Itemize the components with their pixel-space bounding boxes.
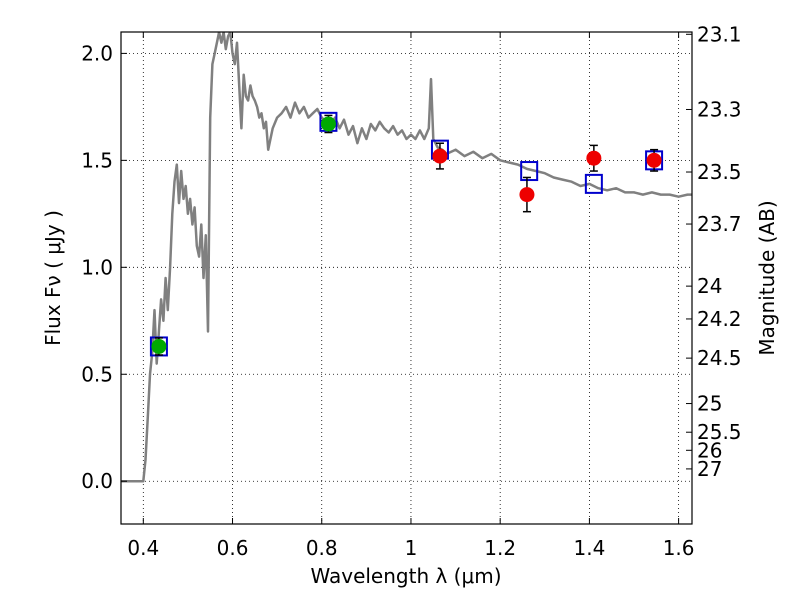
x-tick-label: 0.8 [306, 536, 338, 560]
y-tick-label: 0.5 [81, 362, 113, 386]
mag-tick-label: 26 [697, 438, 722, 462]
mag-tick-label: 23.1 [697, 22, 742, 46]
mag-tick-label: 27 [697, 457, 722, 481]
photometry-point [646, 152, 662, 168]
photometry-point [432, 148, 448, 164]
y-axis-title: Flux Fν ( μJy ) [41, 210, 65, 346]
model-box-point [520, 161, 539, 182]
y2-axis-title: Magnitude (AB) [755, 200, 779, 355]
axes-ticks: 0.4 0.6 0.8 1 1.2 1.4 1.6 0.0 0.5 1.0 1.5 2.0 23.1 23… [81, 22, 741, 560]
y-tick-label: 2.0 [81, 41, 113, 65]
mag-tick-label: 23.3 [697, 97, 742, 121]
mag-tick-label: 23.7 [697, 212, 742, 236]
template-spectrum-line [121, 32, 692, 483]
y-tick-label: 1.5 [81, 148, 113, 172]
data-layer [121, 32, 692, 483]
x-tick-label: 0.6 [217, 536, 249, 560]
plot-frame [120, 31, 693, 525]
mag-tick-label: 24.2 [697, 307, 742, 331]
x-axis-title: Wavelength λ (μm) [310, 564, 501, 588]
y-tick-label: 1.0 [81, 255, 113, 279]
mag-tick-label: 24.5 [697, 346, 742, 370]
mag-tick-label: 23.5 [697, 160, 742, 184]
mag-tick-label: 25 [697, 392, 722, 416]
mag-tick-label: 25.5 [697, 420, 742, 444]
mag-tick-label: 24 [697, 274, 722, 298]
y-tick-label: 0.0 [81, 469, 113, 493]
x-tick-label: 1.4 [573, 536, 605, 560]
x-tick-label: 0.4 [127, 536, 159, 560]
photometry-point [151, 338, 167, 354]
photometry-point [519, 187, 535, 203]
x-tick-label: 1 [405, 536, 418, 560]
x-tick-label: 1.2 [484, 536, 516, 560]
x-tick-label: 1.6 [663, 536, 695, 560]
photometry-point [586, 150, 602, 166]
model-box-point [584, 173, 603, 194]
photometry-point [320, 116, 336, 132]
